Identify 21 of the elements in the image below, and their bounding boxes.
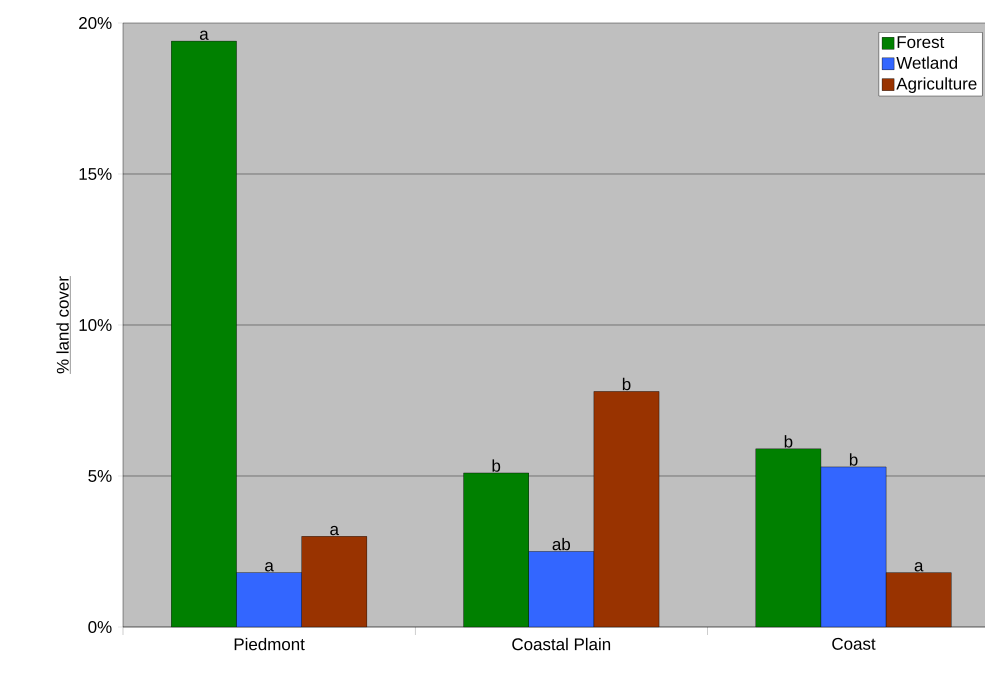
data-label: b [622,378,630,390]
legend-label: Wetland [896,56,958,69]
legend-label: Forest [898,36,944,48]
data-label: a [914,562,924,572]
y-tick-label: 5% [88,470,112,482]
x-tick-label: Coastal Plain [512,638,610,650]
y-tick-label: 20% [79,16,112,29]
x-tick-label: Piedmont [234,638,305,650]
data-label: ab [552,538,570,550]
y-tick-label: 15% [80,168,112,180]
data-label: a [330,526,339,536]
x-tick-label: Coast [832,638,876,650]
data-label: b [850,453,858,466]
y-tick-label: 10% [80,319,112,331]
y-axis-title: % land cover [56,276,69,374]
data-label: a [200,30,209,40]
data-label: b [492,459,500,472]
legend-label: Agriculture [896,77,976,93]
y-tick-label: 0% [88,621,112,633]
data-label: b [784,435,792,448]
data-label: a [265,562,274,572]
